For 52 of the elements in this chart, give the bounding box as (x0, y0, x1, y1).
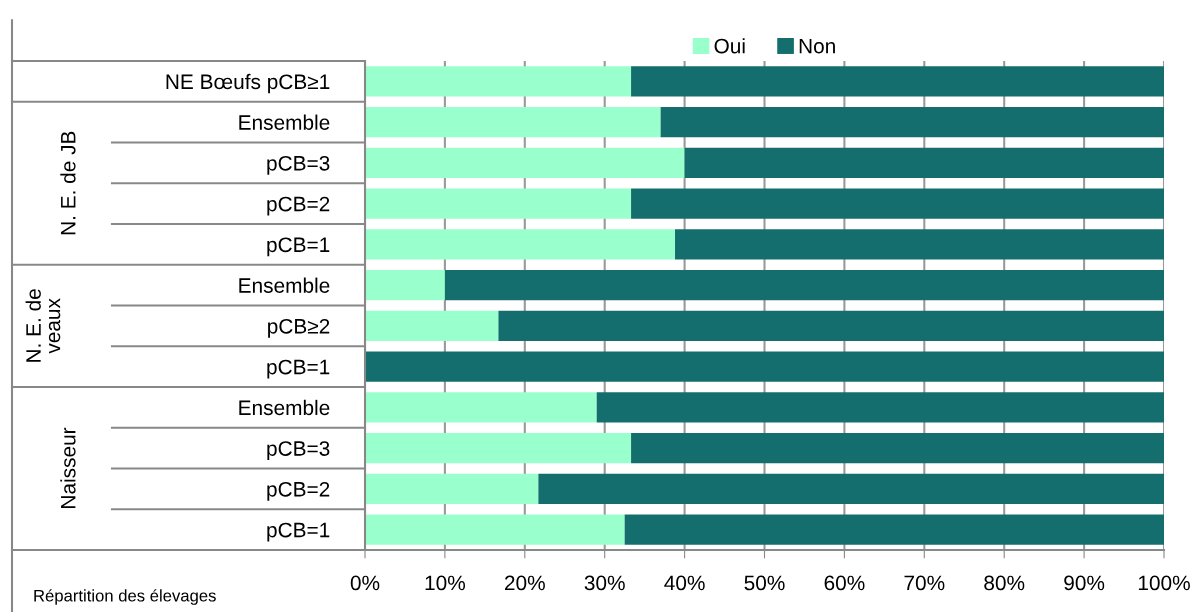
bar (624, 514, 1164, 545)
y-tick-label: pCB=3 (267, 155, 330, 175)
y-tick-label: pCB=3 (267, 441, 330, 460)
y-tick-label: pCB=2 (267, 481, 330, 501)
text: N. E. de veaux (25, 289, 61, 362)
bar (365, 473, 539, 504)
text: Répartition des élevages (34, 589, 216, 605)
x-tick-label: 10% (425, 575, 466, 591)
x-tick-label: 0% (350, 575, 380, 591)
legend-label: Oui (714, 38, 745, 54)
bar (365, 392, 597, 423)
bar (596, 392, 1164, 423)
x-tick-label: 40% (664, 575, 705, 591)
y-tick-label: pCB≥2 (268, 318, 330, 338)
bar (365, 66, 632, 97)
x-tick-label: 90% (1064, 575, 1105, 591)
x-tick-label: 50% (744, 575, 785, 591)
bar (498, 310, 1164, 341)
x-tick-label: 100% (1138, 575, 1190, 591)
bar (365, 310, 499, 341)
y-tick-label: NE Bœufs pCB≥1 (166, 73, 330, 94)
x-tick-label: 20% (505, 575, 545, 591)
bar (631, 433, 1164, 464)
y-tick-label: Ensemble (239, 114, 330, 130)
bar (538, 473, 1164, 504)
y-tick-label: Ensemble (239, 277, 330, 293)
bar (365, 188, 632, 219)
text: N. E. de JB (60, 131, 76, 235)
bar (675, 229, 1164, 260)
bar (365, 229, 676, 260)
bar (660, 107, 1164, 138)
bar (365, 147, 685, 178)
y-tick-label: Ensemble (239, 399, 330, 416)
x-tick-label: 30% (584, 575, 625, 591)
bar (631, 188, 1164, 219)
bar (365, 351, 1164, 382)
bar (684, 147, 1164, 178)
x-tick-label: 70% (904, 575, 945, 591)
bar (631, 66, 1164, 97)
y-tick-label: pCB=2 (267, 196, 330, 216)
legend-label: Non (799, 38, 835, 54)
bar (365, 270, 445, 301)
x-tick-label: 60% (824, 575, 865, 591)
bar (444, 270, 1164, 301)
x-tick-label: 80% (984, 575, 1025, 591)
bar (365, 107, 661, 138)
y-tick-label: pCB=1 (267, 359, 330, 379)
text: Naisseur (60, 427, 76, 508)
y-tick-label: pCB=1 (267, 522, 330, 542)
bar (365, 514, 625, 545)
bar (365, 433, 632, 464)
y-tick-label: pCB=1 (267, 237, 330, 257)
